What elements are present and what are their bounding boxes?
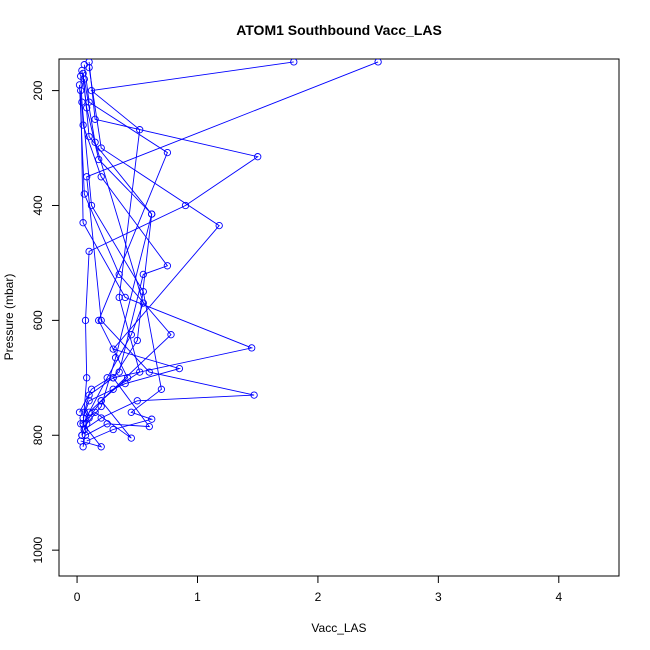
data-point — [148, 415, 156, 423]
data-point — [115, 293, 123, 302]
y-axis: 200 400 600 800 1000 — [31, 80, 60, 564]
data-point — [103, 374, 111, 382]
data-point — [83, 374, 91, 382]
series-line-1 — [82, 61, 259, 424]
y-tick-label: 200 — [31, 80, 45, 100]
data-point — [85, 132, 93, 141]
series-line-4 — [82, 67, 220, 419]
data-point — [109, 385, 117, 393]
data-point — [78, 66, 86, 75]
data-point — [139, 270, 147, 279]
series-line-6 — [79, 84, 172, 439]
data-point — [127, 408, 135, 416]
data-point — [139, 299, 147, 307]
x-tick-label: 0 — [74, 590, 81, 604]
data-point — [250, 391, 258, 399]
series-line-11 — [81, 70, 153, 447]
data-point — [145, 422, 153, 431]
data-point — [91, 138, 99, 146]
data-point — [97, 173, 105, 181]
data-point — [97, 414, 105, 422]
data-point — [79, 420, 87, 428]
y-tick-label: 800 — [31, 425, 45, 445]
data-point — [75, 81, 84, 89]
data-point — [127, 434, 135, 442]
data-point — [77, 437, 85, 445]
data-point — [157, 385, 166, 393]
data-point — [97, 443, 105, 451]
data-point — [81, 316, 90, 325]
data-point — [97, 316, 105, 325]
series-line-5 — [81, 102, 162, 442]
x-axis-label: Vacc_LAS — [311, 621, 366, 635]
data-point — [97, 397, 105, 405]
x-tick-label: 3 — [435, 590, 442, 604]
y-tick-label: 600 — [31, 310, 45, 330]
series-line-8 — [79, 76, 169, 413]
series-line-3 — [84, 61, 379, 430]
data-point — [79, 121, 87, 129]
data-point — [374, 59, 382, 66]
data-point — [109, 425, 117, 434]
data-point — [248, 344, 256, 352]
y-tick-label: 400 — [31, 195, 45, 215]
data-point — [175, 364, 184, 373]
data-point — [91, 115, 99, 123]
data-point — [103, 420, 111, 428]
data-point — [109, 345, 117, 353]
data-point — [79, 219, 87, 227]
data-point — [87, 86, 96, 95]
data-point — [95, 155, 103, 164]
data-point — [85, 247, 93, 256]
data-point — [290, 59, 298, 66]
data-point — [133, 336, 141, 345]
data-point — [80, 75, 88, 83]
data-point — [148, 210, 156, 218]
data-point — [163, 262, 172, 270]
data-point — [167, 331, 175, 339]
data-point — [83, 104, 91, 112]
y-axis-label: Pressure (mbar) — [2, 274, 16, 361]
data-point — [97, 402, 105, 411]
data-point — [133, 397, 141, 405]
x-tick-label: 1 — [194, 590, 201, 604]
data-point — [127, 331, 135, 339]
data-point — [163, 148, 172, 157]
data-point — [87, 201, 96, 210]
chart-title: ATOM1 Southbound Vacc_LAS — [236, 22, 442, 38]
data-point — [85, 408, 93, 416]
x-tick-label: 4 — [555, 590, 562, 604]
data-point — [136, 368, 144, 376]
y-tick-label: 1000 — [31, 536, 45, 563]
x-tick-label: 2 — [315, 590, 322, 604]
data-point — [136, 126, 144, 134]
series-layer — [75, 59, 382, 451]
data-point — [87, 385, 96, 393]
data-point — [80, 190, 88, 198]
data-point — [145, 368, 153, 376]
data-point — [75, 408, 84, 416]
data-point — [95, 316, 103, 325]
data-point — [215, 221, 223, 230]
series-line-12 — [80, 79, 144, 448]
x-axis: 0 1 2 3 4 — [74, 575, 562, 604]
data-point — [77, 86, 85, 95]
series-line-10 — [83, 61, 294, 430]
data-point — [115, 368, 123, 376]
series-line-7 — [82, 73, 153, 436]
data-point — [254, 153, 262, 161]
